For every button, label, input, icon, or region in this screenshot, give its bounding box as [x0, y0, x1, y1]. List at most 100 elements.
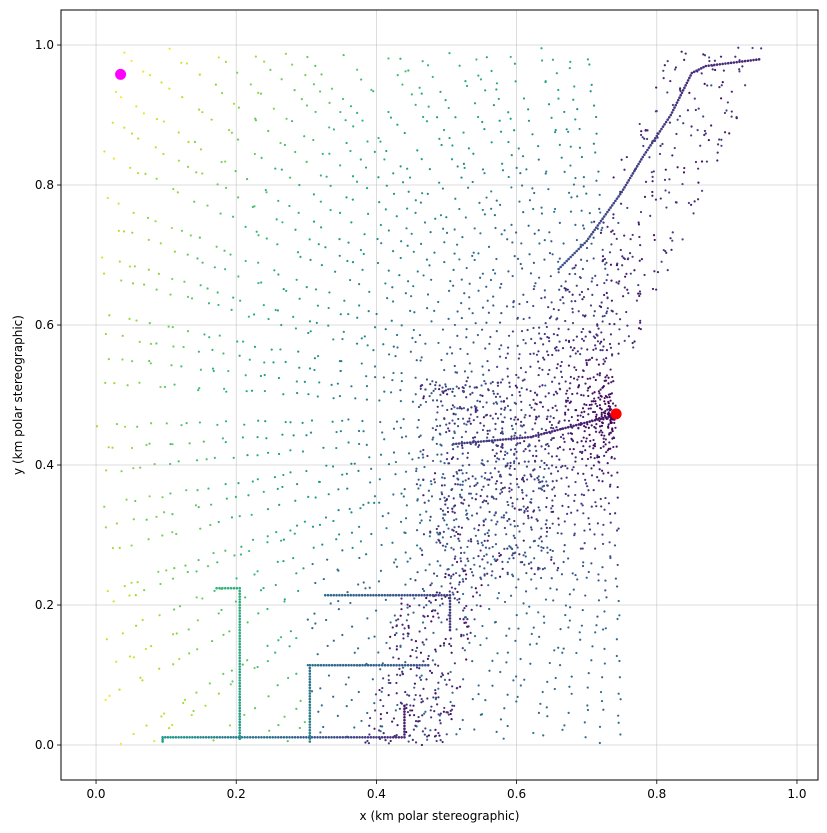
data-point	[662, 248, 665, 252]
data-point	[451, 390, 454, 393]
data-point	[643, 195, 647, 199]
data-point	[468, 492, 471, 495]
data-point	[560, 375, 564, 379]
data-point	[211, 348, 214, 351]
data-point	[345, 705, 348, 708]
data-point	[540, 47, 543, 50]
data-point	[584, 426, 587, 429]
data-point	[595, 413, 598, 416]
data-point	[567, 130, 570, 133]
data-point	[309, 431, 313, 434]
track-point	[308, 720, 312, 724]
track-point	[366, 593, 370, 597]
data-point	[444, 385, 448, 388]
data-point	[389, 739, 392, 743]
data-point	[521, 155, 525, 158]
data-point	[460, 633, 463, 636]
data-point	[250, 513, 253, 516]
data-point	[184, 564, 187, 567]
track-point	[588, 420, 592, 423]
data-point	[583, 410, 586, 413]
track-point	[614, 199, 617, 203]
data-point	[513, 255, 516, 258]
data-point	[344, 119, 347, 122]
data-point	[480, 488, 483, 491]
data-point	[354, 397, 357, 400]
data-point	[728, 132, 731, 135]
data-point	[463, 607, 466, 610]
data-point	[559, 435, 563, 439]
data-point	[604, 267, 607, 270]
data-point	[533, 572, 536, 576]
data-point	[469, 492, 473, 495]
data-point	[414, 376, 417, 379]
data-point	[519, 657, 522, 661]
data-point	[419, 385, 422, 388]
data-point	[723, 131, 727, 134]
data-point	[491, 380, 494, 384]
data-point	[490, 69, 493, 73]
track-point	[620, 190, 624, 194]
data-point	[382, 343, 385, 346]
data-point	[394, 709, 397, 712]
data-point	[332, 639, 335, 642]
track-point	[308, 669, 312, 673]
data-point	[450, 546, 453, 549]
data-point	[552, 308, 555, 311]
data-point	[555, 588, 558, 591]
data-point	[582, 493, 586, 497]
data-point	[410, 638, 413, 641]
track-point	[757, 58, 761, 61]
data-point	[121, 334, 124, 337]
data-point	[424, 388, 427, 391]
data-point	[549, 587, 552, 590]
data-point	[588, 445, 591, 448]
data-point	[586, 377, 589, 380]
data-point	[515, 544, 518, 547]
track-point	[599, 219, 603, 223]
data-point	[171, 723, 174, 727]
data-point	[204, 704, 207, 707]
data-point	[510, 424, 513, 428]
data-point	[525, 612, 528, 615]
data-point	[533, 285, 536, 288]
track-point	[369, 736, 373, 739]
data-point	[254, 55, 257, 58]
data-point	[359, 507, 362, 510]
data-point	[585, 246, 589, 250]
data-point	[439, 712, 442, 715]
track-point	[383, 736, 387, 739]
data-point	[104, 698, 107, 702]
track-point	[640, 158, 643, 161]
data-point	[498, 554, 501, 558]
data-point	[611, 437, 614, 440]
data-point	[692, 212, 695, 215]
data-point	[579, 258, 583, 261]
data-point	[651, 287, 655, 291]
data-point	[378, 201, 381, 204]
data-point	[409, 655, 412, 658]
data-point	[708, 59, 711, 63]
track-point	[448, 611, 452, 614]
data-point	[253, 666, 256, 670]
data-point	[434, 428, 437, 431]
data-point	[570, 432, 574, 435]
track-point	[667, 116, 671, 119]
data-point	[590, 474, 594, 477]
data-point	[414, 693, 417, 697]
data-point	[413, 686, 416, 689]
x-tick-label: 0.2	[227, 787, 246, 801]
data-point	[235, 577, 238, 580]
data-point	[436, 560, 439, 563]
data-point	[535, 518, 538, 521]
data-point	[374, 693, 378, 696]
data-point	[198, 73, 201, 76]
data-point	[453, 662, 456, 665]
data-point	[614, 426, 617, 429]
track-point	[663, 123, 666, 126]
data-point	[185, 422, 188, 425]
track-point	[710, 64, 713, 67]
data-point	[483, 172, 486, 175]
data-point	[506, 573, 509, 576]
data-point	[596, 284, 599, 287]
